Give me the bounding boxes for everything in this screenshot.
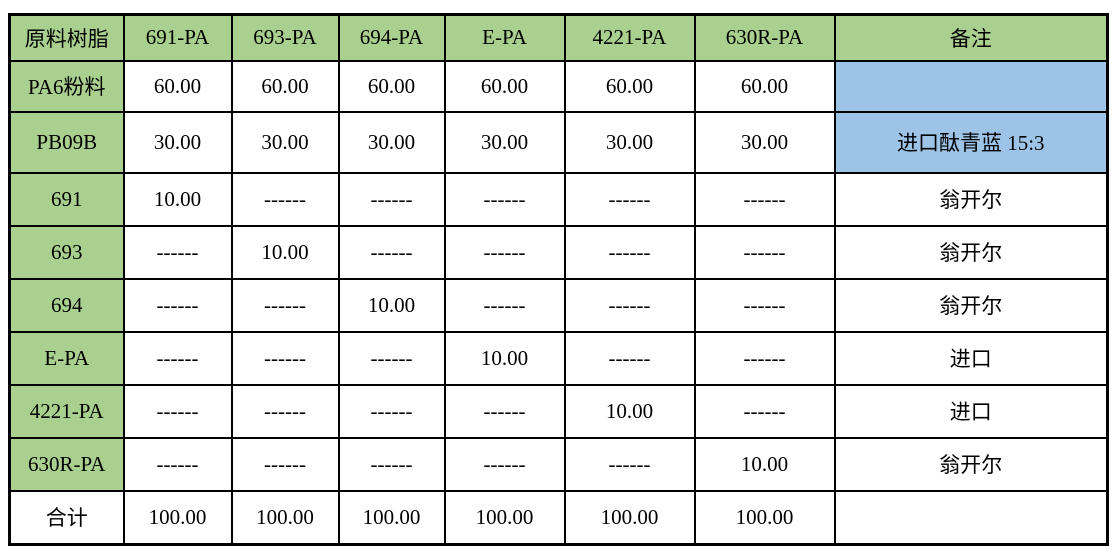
value-cell: 30.00 — [337, 110, 446, 174]
row-label: PA6粉料 — [8, 59, 125, 113]
row-label: 630R-PA — [8, 436, 125, 492]
value-cell: ------ — [230, 436, 340, 492]
value-cell: ------ — [443, 171, 566, 227]
value-cell: 30.00 — [443, 110, 566, 174]
value-cell: 60.00 — [122, 59, 233, 113]
value-cell: 60.00 — [563, 59, 696, 113]
value-cell: 30.00 — [230, 110, 340, 174]
value-cell: ------ — [443, 383, 566, 439]
row-label: 694 — [8, 277, 125, 333]
value-cell: ------ — [230, 330, 340, 386]
table-row-691: 691 10.00 ------ ------ ------ ------ --… — [8, 171, 1109, 227]
row-label: 691 — [8, 171, 125, 227]
value-cell: ------ — [563, 330, 696, 386]
table-row-4221-pa: 4221-PA ------ ------ ------ ------ 10.0… — [8, 383, 1109, 439]
value-cell: 10.00 — [337, 277, 446, 333]
header-row: 原料树脂 691-PA 693-PA 694-PA E-PA 4221-PA 6… — [8, 13, 1109, 62]
value-cell: ------ — [693, 330, 836, 386]
header-remark: 备注 — [833, 13, 1109, 62]
row-label: 693 — [8, 224, 125, 280]
table-row-694: 694 ------ ------ 10.00 ------ ------ --… — [8, 277, 1109, 333]
row-label: 4221-PA — [8, 383, 125, 439]
remark-cell — [833, 489, 1109, 546]
value-cell: 60.00 — [230, 59, 340, 113]
value-cell: ------ — [443, 436, 566, 492]
remark-cell: 翁开尔 — [833, 171, 1109, 227]
value-cell: ------ — [693, 171, 836, 227]
header-4221-pa: 4221-PA — [563, 13, 696, 62]
value-cell: 100.00 — [443, 489, 566, 546]
value-cell: 30.00 — [563, 110, 696, 174]
value-cell: 60.00 — [337, 59, 446, 113]
value-cell: ------ — [122, 330, 233, 386]
value-cell: ------ — [693, 277, 836, 333]
value-cell: 10.00 — [693, 436, 836, 492]
value-cell: 100.00 — [563, 489, 696, 546]
remark-cell: 进口 — [833, 383, 1109, 439]
value-cell: 30.00 — [122, 110, 233, 174]
remark-cell — [833, 59, 1109, 113]
table-row-630r-pa: 630R-PA ------ ------ ------ ------ ----… — [8, 436, 1109, 492]
table-row-pb09b: PB09B 30.00 30.00 30.00 30.00 30.00 30.0… — [8, 110, 1109, 174]
remark-cell: 进口 — [833, 330, 1109, 386]
header-e-pa: E-PA — [443, 13, 566, 62]
value-cell: ------ — [337, 224, 446, 280]
value-cell: ------ — [122, 224, 233, 280]
value-cell: ------ — [693, 224, 836, 280]
value-cell: 10.00 — [443, 330, 566, 386]
value-cell: ------ — [563, 171, 696, 227]
value-cell: ------ — [230, 277, 340, 333]
value-cell: 10.00 — [230, 224, 340, 280]
value-cell: ------ — [230, 171, 340, 227]
row-label: PB09B — [8, 110, 125, 174]
value-cell: ------ — [337, 383, 446, 439]
table-row-pa6: PA6粉料 60.00 60.00 60.00 60.00 60.00 60.0… — [8, 59, 1109, 113]
value-cell: ------ — [693, 383, 836, 439]
value-cell: ------ — [563, 436, 696, 492]
value-cell: ------ — [443, 277, 566, 333]
table-row-e-pa: E-PA ------ ------ ------ 10.00 ------ -… — [8, 330, 1109, 386]
header-raw-material: 原料树脂 — [8, 13, 125, 62]
value-cell: 100.00 — [230, 489, 340, 546]
value-cell: 100.00 — [693, 489, 836, 546]
header-630r-pa: 630R-PA — [693, 13, 836, 62]
value-cell: ------ — [122, 436, 233, 492]
remark-cell: 翁开尔 — [833, 224, 1109, 280]
header-693-pa: 693-PA — [230, 13, 340, 62]
value-cell: 100.00 — [337, 489, 446, 546]
value-cell: 100.00 — [122, 489, 233, 546]
value-cell: ------ — [230, 383, 340, 439]
value-cell: ------ — [563, 277, 696, 333]
value-cell: 60.00 — [693, 59, 836, 113]
value-cell: ------ — [443, 224, 566, 280]
value-cell: ------ — [337, 171, 446, 227]
value-cell: 10.00 — [563, 383, 696, 439]
row-label: E-PA — [8, 330, 125, 386]
value-cell: ------ — [122, 277, 233, 333]
remark-cell: 翁开尔 — [833, 277, 1109, 333]
header-694-pa: 694-PA — [337, 13, 446, 62]
remark-cell: 翁开尔 — [833, 436, 1109, 492]
value-cell: ------ — [122, 383, 233, 439]
value-cell: ------ — [337, 330, 446, 386]
value-cell: 60.00 — [443, 59, 566, 113]
table-row-total: 合计 100.00 100.00 100.00 100.00 100.00 10… — [8, 489, 1109, 546]
value-cell: ------ — [337, 436, 446, 492]
row-label-total: 合计 — [8, 489, 125, 546]
value-cell: 10.00 — [122, 171, 233, 227]
remark-cell: 进口酞青蓝 15:3 — [833, 110, 1109, 174]
header-691-pa: 691-PA — [122, 13, 233, 62]
value-cell: 30.00 — [693, 110, 836, 174]
value-cell: ------ — [563, 224, 696, 280]
formulation-table: 原料树脂 691-PA 693-PA 694-PA E-PA 4221-PA 6… — [8, 13, 1109, 546]
table-row-693: 693 ------ 10.00 ------ ------ ------ --… — [8, 224, 1109, 280]
